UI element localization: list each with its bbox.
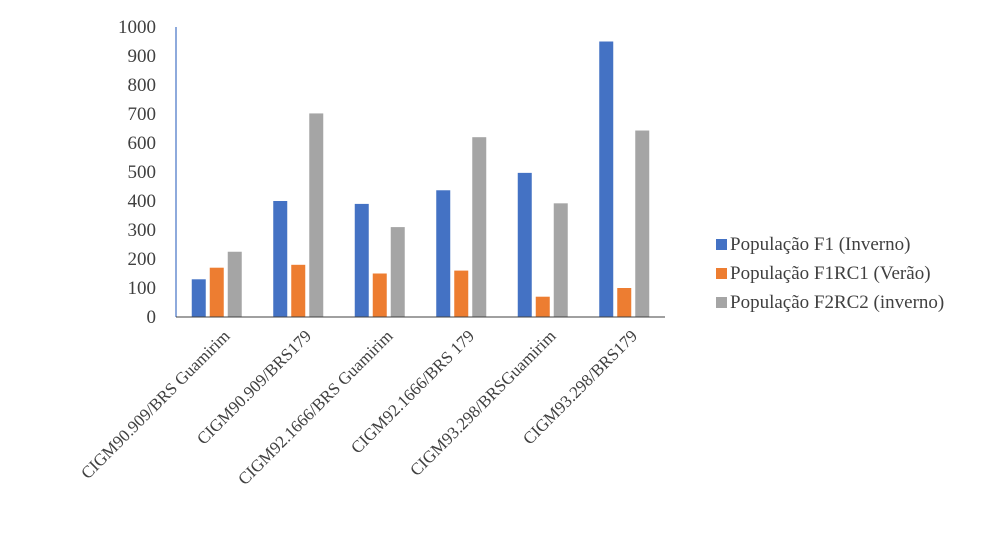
y-axis: 0 100 200 300 400 500 600 700 800 900 1000 (118, 17, 156, 328)
bar-series-1 (436, 190, 451, 317)
y-tick-label: 100 (128, 278, 157, 299)
y-tick-label: 900 (128, 46, 157, 67)
legend: População F1 (Inverno) População F1RC1 (V… (716, 234, 944, 313)
legend-label: População F1RC1 (Verão) (730, 263, 931, 284)
y-tick-label: 300 (128, 220, 157, 241)
y-tick-label: 500 (128, 162, 157, 183)
x-tick-label: CIGM90.909/BRS Guamirim (77, 326, 233, 482)
x-axis: CIGM90.909/BRS GuamirimCIGM90.909/BRS179… (77, 326, 641, 488)
y-tick-label: 200 (128, 249, 157, 270)
y-tick-label: 800 (128, 75, 157, 96)
y-tick-label: 600 (128, 133, 157, 154)
bars (191, 41, 650, 317)
bar-series-3 (227, 251, 242, 317)
bar-series-1 (517, 172, 532, 317)
bar-series-3 (390, 227, 405, 317)
bar-series-1 (354, 203, 369, 317)
bar-series-2 (209, 267, 224, 317)
bar-series-3 (553, 203, 568, 317)
legend-swatch (716, 239, 727, 250)
bar-series-2 (535, 296, 550, 317)
bar-series-3 (309, 113, 324, 317)
legend-swatch (716, 297, 727, 308)
y-tick-label: 400 (128, 191, 157, 212)
bar-series-2 (617, 288, 632, 317)
x-tick-label: CIGM92.1666/BRS Guamirim (234, 326, 396, 488)
legend-label: População F2RC2 (inverno) (730, 292, 944, 313)
y-tick-label: 700 (128, 104, 157, 125)
y-tick-label: 0 (147, 307, 157, 328)
bar-series-1 (273, 201, 288, 317)
legend-swatch (716, 268, 727, 279)
bar-series-3 (635, 130, 650, 317)
bar-series-1 (599, 41, 614, 317)
bar-series-2 (454, 270, 469, 317)
x-tick-label: CIGM93.298/BRSGuamirim (406, 326, 559, 479)
bar-series-1 (191, 279, 206, 317)
bar-series-2 (291, 264, 306, 317)
bar-series-2 (372, 273, 387, 317)
legend-label: População F1 (Inverno) (730, 234, 910, 255)
y-tick-label: 1000 (118, 17, 156, 38)
bar-series-3 (472, 137, 487, 317)
